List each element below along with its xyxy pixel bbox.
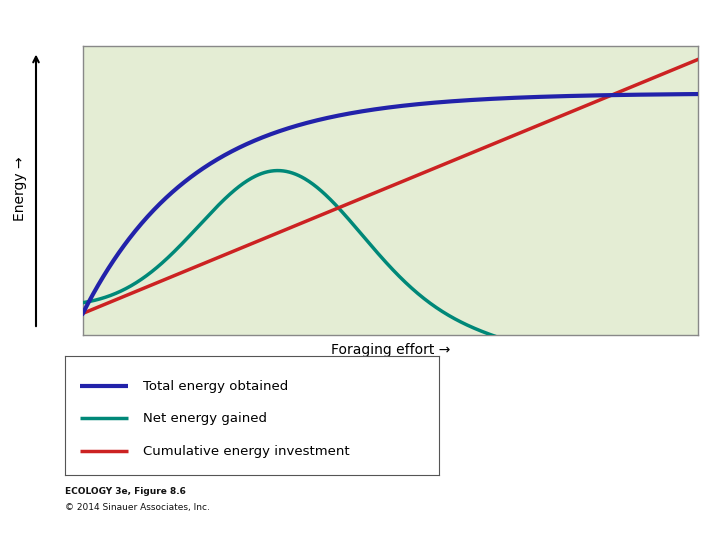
Text: Figure 8.6  Conceptual Model of Optimal Foraging: Figure 8.6 Conceptual Model of Optimal F…: [9, 12, 372, 27]
Text: Total energy obtained: Total energy obtained: [143, 380, 289, 393]
Text: Net energy gained: Net energy gained: [143, 411, 267, 424]
X-axis label: Foraging effort →: Foraging effort →: [331, 343, 450, 357]
Text: ECOLOGY 3e, Figure 8.6: ECOLOGY 3e, Figure 8.6: [65, 487, 186, 496]
Text: Energy →: Energy →: [13, 157, 27, 221]
Text: Cumulative energy investment: Cumulative energy investment: [143, 445, 350, 458]
Text: © 2014 Sinauer Associates, Inc.: © 2014 Sinauer Associates, Inc.: [65, 503, 210, 512]
